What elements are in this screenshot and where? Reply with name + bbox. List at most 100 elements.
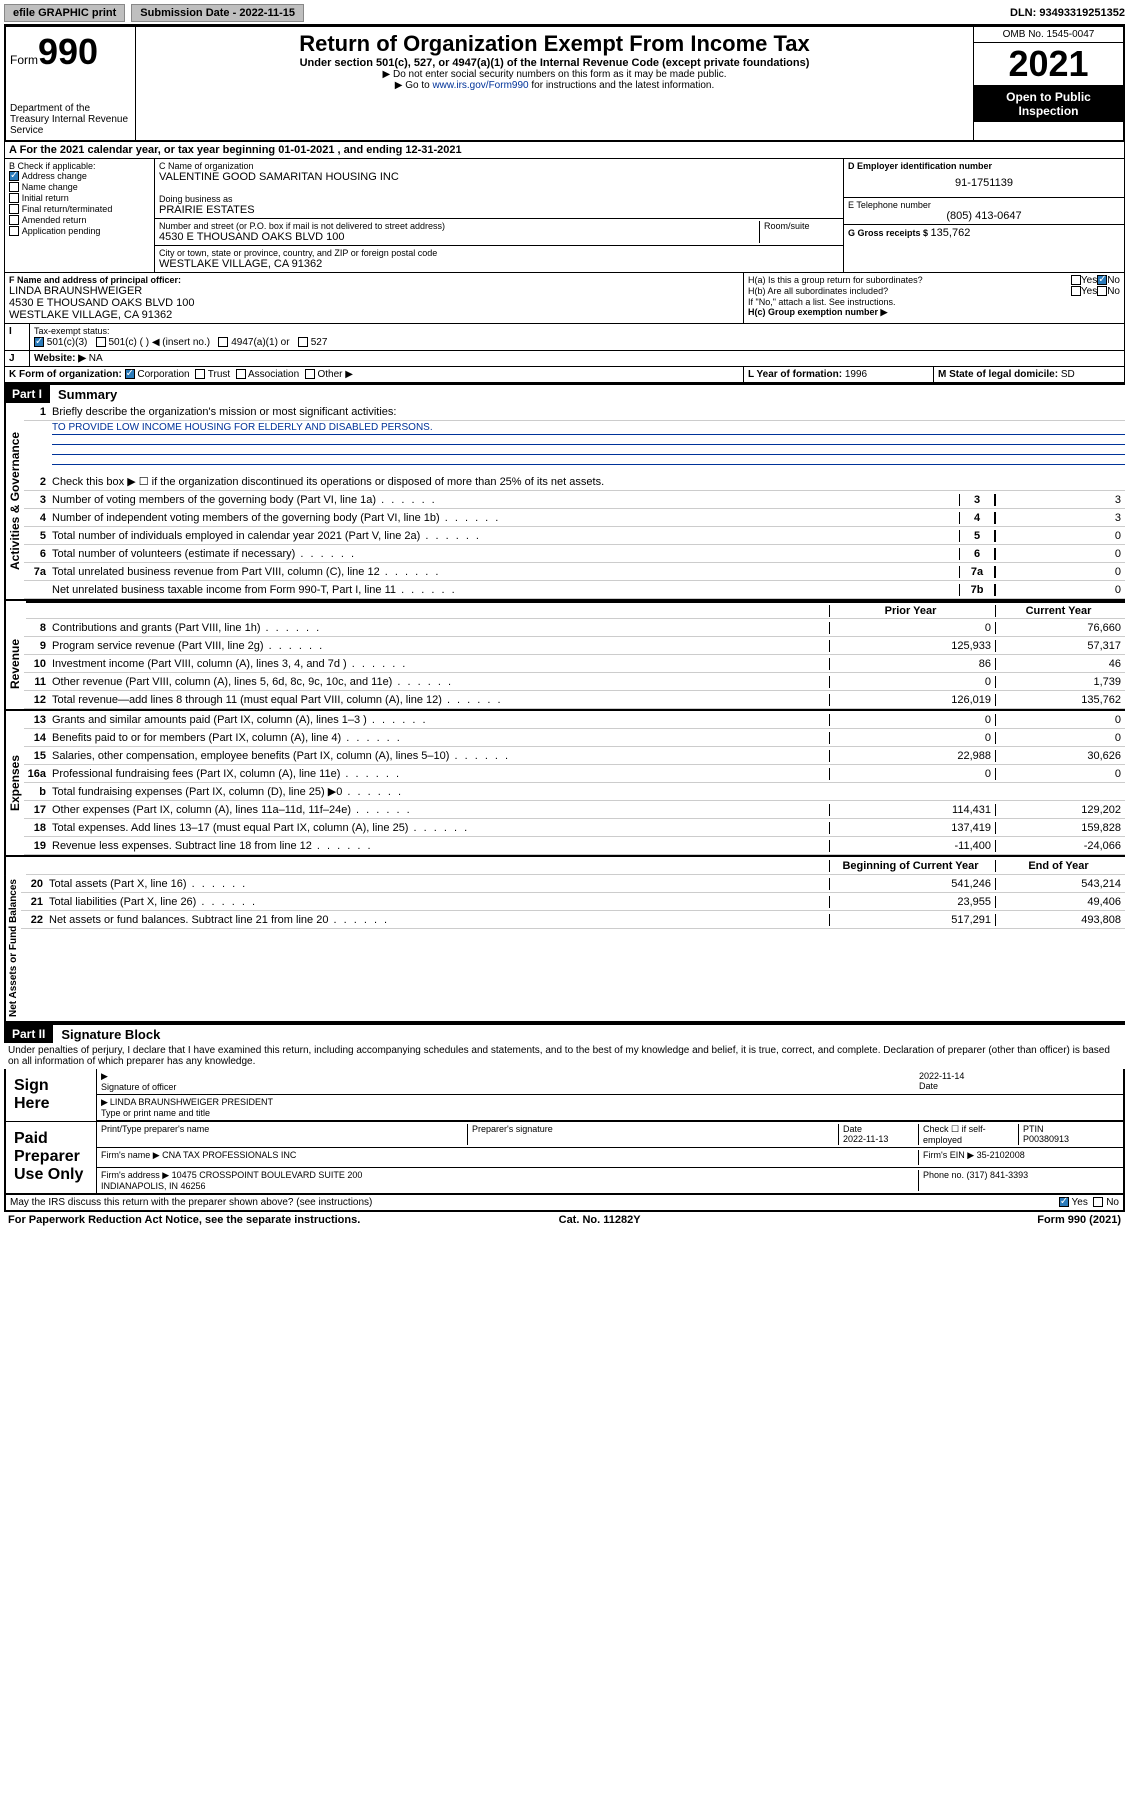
form-note1: ▶ Do not enter social security numbers o… [140, 69, 969, 80]
part1-title: Summary [50, 387, 117, 402]
efile-button[interactable]: efile GRAPHIC print [4, 4, 125, 22]
hb-yes[interactable]: Yes [1071, 286, 1097, 297]
year-formation-label: L Year of formation: [748, 369, 845, 380]
firm-addr-label: Firm's address ▶ [101, 1170, 169, 1180]
part2-num: Part II [4, 1025, 53, 1043]
ha-no[interactable]: No [1097, 275, 1120, 286]
gross-receipts: 135,762 [931, 227, 971, 239]
dba-label: Doing business as [159, 194, 839, 204]
4947-check[interactable]: 4947(a)(1) or [218, 337, 289, 348]
box-b-item[interactable]: Name change [9, 182, 150, 193]
sub-date: 2022-11-15 [239, 7, 295, 19]
ein-label: D Employer identification number [848, 161, 1120, 171]
trust-check[interactable]: Trust [195, 369, 230, 380]
dln: DLN: 93493319251352 [1010, 7, 1125, 19]
beg-year-header: Beginning of Current Year [829, 860, 995, 872]
box-b-item[interactable]: Amended return [9, 215, 150, 226]
declaration: Under penalties of perjury, I declare th… [4, 1043, 1125, 1069]
discuss-yes[interactable]: Yes [1059, 1197, 1088, 1208]
summary-row: 16aProfessional fundraising fees (Part I… [24, 765, 1125, 783]
submission-date-button[interactable]: Submission Date - 2022-11-15 [131, 4, 304, 22]
summary-row: 4Number of independent voting members of… [24, 509, 1125, 527]
summary-row: 19Revenue less expenses. Subtract line 1… [24, 837, 1125, 855]
dept-label: Department of the Treasury Internal Reve… [10, 103, 131, 136]
form-note2: ▶ Go to www.irs.gov/Form990 for instruct… [140, 80, 969, 91]
summary-row: 8Contributions and grants (Part VIII, li… [24, 619, 1125, 637]
officer-label: F Name and address of principal officer: [9, 275, 739, 285]
form-org-block: K Form of organization: Corporation Trus… [4, 367, 1125, 383]
type-name-label: Type or print name and title [101, 1108, 210, 1118]
527-check[interactable]: 527 [298, 337, 327, 348]
ptin-label: PTIN [1023, 1124, 1044, 1134]
domicile: SD [1061, 369, 1075, 380]
gross-label: G Gross receipts $ [848, 228, 931, 238]
summary-row: 22Net assets or fund balances. Subtract … [21, 911, 1125, 929]
hb-no[interactable]: No [1097, 286, 1120, 297]
box-b-label: B Check if applicable: [9, 161, 150, 171]
part1-num: Part I [4, 385, 50, 403]
footer-left: For Paperwork Reduction Act Notice, see … [8, 1214, 360, 1226]
self-emp-check[interactable]: Check ☐ if self-employed [919, 1124, 1019, 1145]
corp-check[interactable]: Corporation [125, 369, 190, 380]
prep-sig-label: Preparer's signature [468, 1124, 839, 1145]
501c-check[interactable]: 501(c) ( ) ◀ (insert no.) [96, 337, 210, 348]
summary-row: 11Other revenue (Part VIII, column (A), … [24, 673, 1125, 691]
signature-block: Sign Here Signature of officer 2022-11-1… [4, 1069, 1125, 1195]
discuss-row: May the IRS discuss this return with the… [4, 1195, 1125, 1212]
officer-addr2: WESTLAKE VILLAGE, CA 91362 [9, 309, 739, 321]
other-check[interactable]: Other ▶ [305, 369, 353, 380]
assoc-check[interactable]: Association [236, 369, 299, 380]
summary-row: 5Total number of individuals employed in… [24, 527, 1125, 545]
discuss-label: May the IRS discuss this return with the… [10, 1197, 1059, 1208]
box-b-item[interactable]: Final return/terminated [9, 204, 150, 215]
firm-phone: (317) 841-3393 [967, 1170, 1029, 1180]
end-year-header: End of Year [995, 860, 1125, 872]
officer-printed-name: LINDA BRAUNSHWEIGER PRESIDENT [110, 1097, 273, 1107]
summary-row: bTotal fundraising expenses (Part IX, co… [24, 783, 1125, 801]
phone-label: E Telephone number [848, 200, 1120, 210]
irs-link[interactable]: www.irs.gov/Form990 [432, 80, 528, 91]
summary-row: 21Total liabilities (Part X, line 26)23,… [21, 893, 1125, 911]
revenue-section: Revenue 8Contributions and grants (Part … [4, 619, 1125, 711]
prior-year-header: Prior Year [829, 605, 995, 617]
box-b-item[interactable]: Address change [9, 171, 150, 182]
box-b-item[interactable]: Initial return [9, 193, 150, 204]
summary-row: 14Benefits paid to or for members (Part … [24, 729, 1125, 747]
year-header-row: Prior Year Current Year [4, 601, 1125, 619]
current-year-header: Current Year [995, 605, 1125, 617]
summary-row: 20Total assets (Part X, line 16)541,2465… [21, 875, 1125, 893]
ag-vlabel: Activities & Governance [4, 403, 24, 599]
omb-number: OMB No. 1545-0047 [974, 27, 1123, 43]
footer: For Paperwork Reduction Act Notice, see … [4, 1212, 1125, 1228]
ptin: P00380913 [1023, 1134, 1069, 1144]
discuss-no[interactable]: No [1093, 1197, 1119, 1208]
ha-yes[interactable]: Yes [1071, 275, 1097, 286]
city: WESTLAKE VILLAGE, CA 91362 [159, 258, 839, 270]
expenses-section: Expenses 13Grants and similar amounts pa… [4, 711, 1125, 857]
website: NA [89, 353, 103, 364]
summary-row: 17Other expenses (Part IX, column (A), l… [24, 801, 1125, 819]
form-title: Return of Organization Exempt From Incom… [140, 31, 969, 57]
exp-vlabel: Expenses [4, 711, 24, 855]
firm-ein: 35-2102008 [977, 1150, 1025, 1160]
prep-date-label: Date [843, 1124, 862, 1134]
box-b-item[interactable]: Application pending [9, 226, 150, 237]
firm-name-label: Firm's name ▶ [101, 1150, 160, 1160]
open-inspection: Open to Public Inspection [974, 86, 1123, 122]
501c3-check[interactable]: 501(c)(3) [34, 337, 87, 348]
form-org-label: K Form of organization: [9, 369, 122, 380]
summary-row: 6Total number of volunteers (estimate if… [24, 545, 1125, 563]
paid-preparer-label: Paid Preparer Use Only [6, 1122, 96, 1193]
rev-vlabel: Revenue [4, 619, 24, 709]
firm-phone-label: Phone no. [923, 1170, 967, 1180]
tax-year: 2021 [974, 43, 1123, 86]
sig-officer-label: Signature of officer [101, 1082, 176, 1092]
summary-row: 3Number of voting members of the governi… [24, 491, 1125, 509]
room-label: Room/suite [764, 221, 839, 231]
name-label: C Name of organization [159, 161, 839, 171]
l1-label: Briefly describe the organization's miss… [52, 404, 1125, 420]
tax-status-label: Tax-exempt status: [34, 326, 110, 336]
summary-row: 15Salaries, other compensation, employee… [24, 747, 1125, 765]
website-block: J Website: ▶ NA [4, 351, 1125, 367]
status-block: I Tax-exempt status: 501(c)(3) 501(c) ( … [4, 324, 1125, 351]
